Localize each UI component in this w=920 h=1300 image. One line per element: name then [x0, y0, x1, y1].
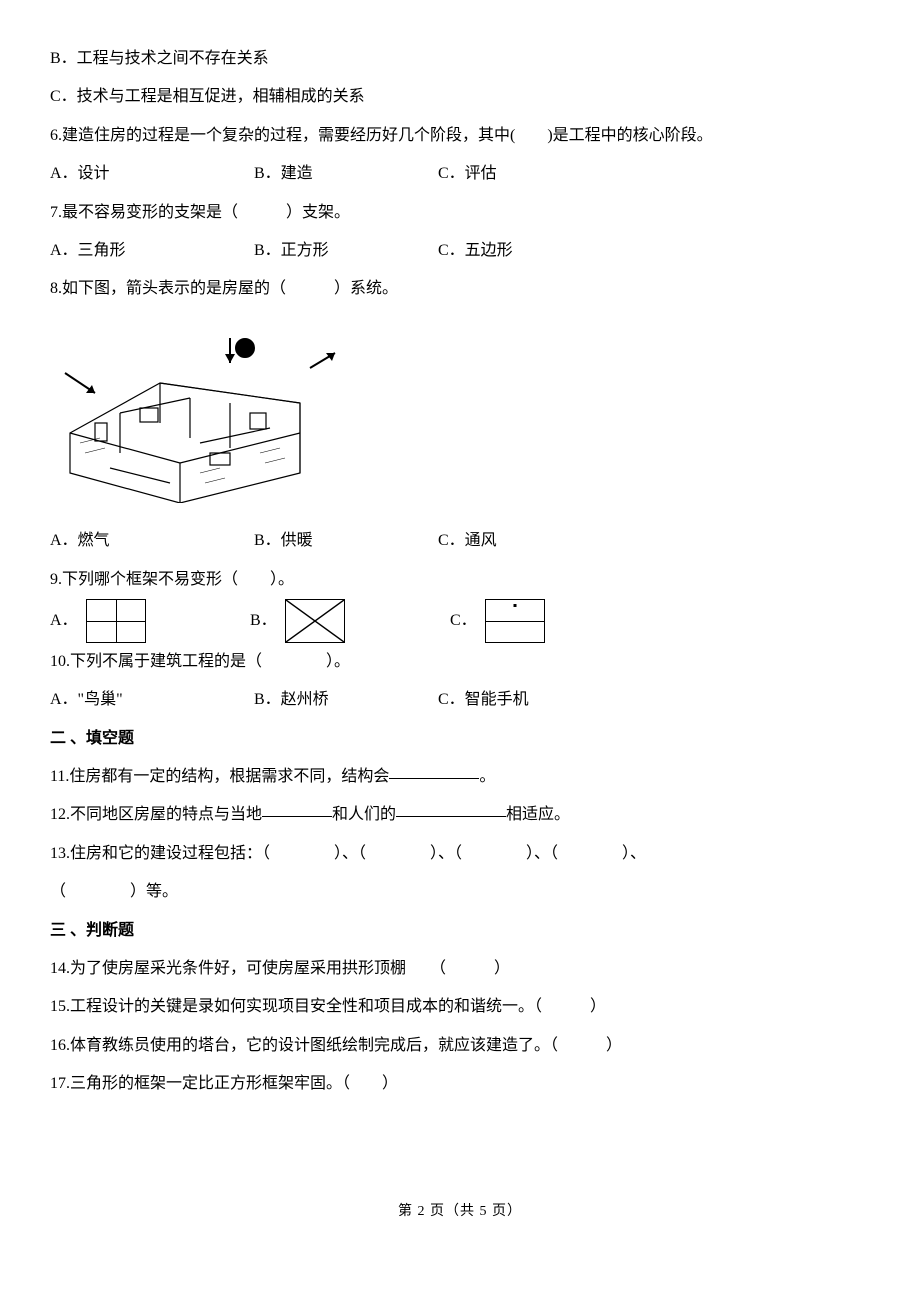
blank-line	[396, 800, 506, 817]
q10-options: A．"鸟巢" B．赵州桥 C．智能手机	[50, 681, 870, 719]
q12: 12.不同地区房屋的特点与当地 和人们的 相适应。	[50, 796, 870, 834]
q8-opt-a: A．燃气	[50, 522, 250, 560]
q-pre-opt-b: B．工程与技术之间不存在关系	[50, 40, 870, 78]
q13-line2: （ ）等。	[50, 873, 870, 911]
q6-opt-b: B．建造	[254, 155, 434, 193]
q8-opt-c: C．通风	[438, 532, 497, 549]
q7-opt-a: A．三角形	[50, 232, 250, 270]
house-diagram	[50, 313, 870, 518]
page-footer: 第 2 页（共 5 页）	[0, 1200, 920, 1220]
q6-opt-a: A．设计	[50, 155, 250, 193]
blank-line	[389, 762, 479, 779]
q8-stem: 8.如下图，箭头表示的是房屋的（ ）系统。	[50, 270, 870, 308]
q9-opt-c-wrap: C．	[450, 599, 650, 643]
q12-pre: 12.不同地区房屋的特点与当地	[50, 806, 262, 823]
blank-line	[262, 800, 332, 817]
q12-post: 相适应。	[506, 806, 570, 823]
q10-opt-a: A．"鸟巢"	[50, 681, 250, 719]
section-2-title: 二 、填空题	[50, 720, 870, 758]
q7-opt-b: B．正方形	[254, 232, 434, 270]
q6-opt-c: C．评估	[438, 165, 497, 182]
q12-mid: 和人们的	[332, 806, 396, 823]
q15: 15.工程设计的关键是录如何实现项目安全性和项目成本的和谐统一。（ ）	[50, 988, 870, 1026]
q9-stem: 9.下列哪个框架不易变形（ ）。	[50, 561, 870, 599]
shape-cross-icon	[285, 599, 345, 643]
q9-opt-b-label: B．	[250, 602, 277, 640]
q8-opt-b: B．供暖	[254, 522, 434, 560]
q9-opt-c-label: C．	[450, 602, 477, 640]
q11-pre: 11.住房都有一定的结构，根据需求不同，结构会	[50, 768, 389, 785]
q7-opt-c: C．五边形	[438, 242, 513, 259]
q11: 11.住房都有一定的结构，根据需求不同，结构会 。	[50, 758, 870, 796]
page-content: B．工程与技术之间不存在关系 C．技术与工程是相互促进，相辅相成的关系 6.建造…	[0, 0, 920, 1124]
q11-post: 。	[479, 768, 495, 785]
q16: 16.体育教练员使用的塔台，它的设计图纸绘制完成后，就应该建造了。（ ）	[50, 1027, 870, 1065]
house-diagram-svg	[50, 313, 350, 503]
section-3-title: 三 、判断题	[50, 912, 870, 950]
q9-opt-b-wrap: B．	[250, 599, 450, 643]
q6-stem: 6.建造住房的过程是一个复杂的过程，需要经历好几个阶段，其中( )是工程中的核心…	[50, 117, 870, 155]
shape-hsplit-icon	[485, 599, 545, 643]
q10-opt-c: C．智能手机	[438, 691, 529, 708]
q17: 17.三角形的框架一定比正方形框架牢固。（ ）	[50, 1065, 870, 1103]
q-pre-opt-c: C．技术与工程是相互促进，相辅相成的关系	[50, 78, 870, 116]
q14: 14.为了使房屋采光条件好，可使房屋采用拱形顶棚 （ ）	[50, 950, 870, 988]
q9-opt-a-label: A．	[50, 602, 78, 640]
q9-opt-a-wrap: A．	[50, 599, 250, 643]
dot-icon	[513, 604, 516, 607]
q10-stem: 10.下列不属于建筑工程的是（ ）。	[50, 643, 870, 681]
q9-options: A． B． C．	[50, 599, 870, 643]
shape-grid-icon	[86, 599, 146, 643]
q7-options: A．三角形 B．正方形 C．五边形	[50, 232, 870, 270]
q13-line1: 13.住房和它的建设过程包括：（ ）、（ ）、（ ）、（ ）、	[50, 835, 870, 873]
q8-options: A．燃气 B．供暖 C．通风	[50, 522, 870, 560]
q7-stem: 7.最不容易变形的支架是（ ）支架。	[50, 194, 870, 232]
q10-opt-b: B．赵州桥	[254, 681, 434, 719]
q6-options: A．设计 B．建造 C．评估	[50, 155, 870, 193]
